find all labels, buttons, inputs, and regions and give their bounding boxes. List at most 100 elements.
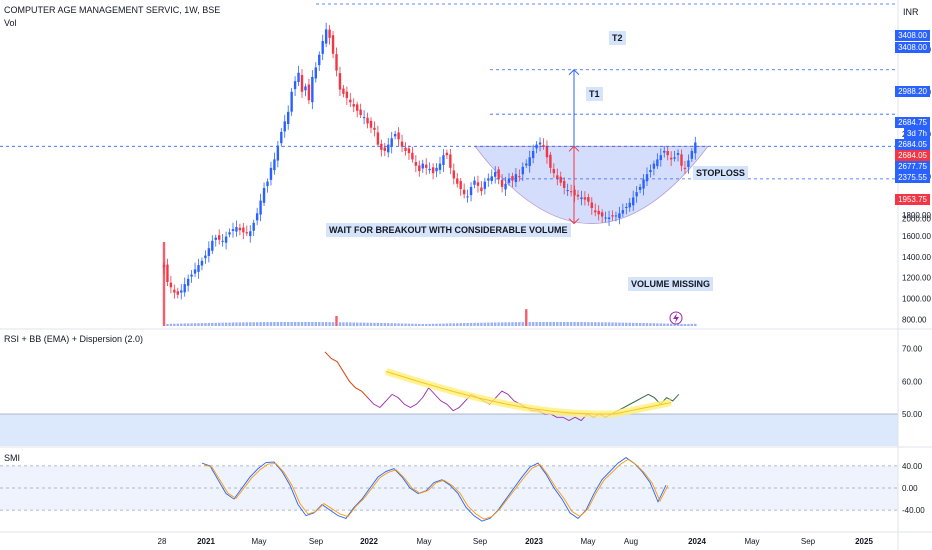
candle-body: [255, 213, 259, 221]
candle-body: [204, 255, 207, 259]
candle-body: [573, 189, 576, 196]
stoploss-label: STOPLOSS: [693, 166, 748, 180]
candle-body: [587, 196, 590, 202]
volume-bar: [362, 322, 366, 326]
candle-body: [580, 197, 583, 200]
volume-bar: [531, 322, 535, 326]
x-tick-label: May: [251, 537, 266, 546]
candle-body: [576, 194, 580, 197]
volume-bar: [590, 322, 593, 326]
candle-body: [680, 154, 683, 166]
candle-body: [328, 29, 331, 38]
volume-bar: [528, 322, 531, 326]
volume-bar: [287, 322, 290, 326]
candle-body: [669, 157, 673, 160]
volume-bar: [214, 322, 217, 326]
y-tick-label: 1000.00: [902, 295, 931, 304]
candle-body: [166, 264, 169, 283]
candle-body: [366, 117, 369, 124]
target-t1-label: T1: [586, 87, 603, 101]
rsi-tick-label: 70.00: [902, 345, 923, 354]
candle-body: [162, 265, 166, 268]
candle-body: [224, 236, 228, 243]
candle-body: [269, 167, 273, 180]
candle-body: [504, 183, 507, 190]
volume-bar: [249, 322, 252, 326]
candle-body: [459, 181, 462, 190]
x-tick-label: 2022: [360, 537, 378, 546]
volume-bar: [414, 323, 418, 326]
candle-body: [514, 174, 518, 183]
y-tick-label: 1400.00: [902, 253, 931, 262]
candle-body: [611, 215, 614, 217]
price-tag: 2684.05: [895, 139, 930, 150]
candle-body: [638, 186, 642, 190]
volume-bar: [480, 322, 483, 326]
volume-bar: [449, 323, 452, 326]
volume-bar: [224, 322, 228, 326]
candle-body: [625, 206, 628, 208]
volume-bar: [621, 322, 625, 326]
candle-body: [342, 88, 345, 94]
volume-bar: [490, 322, 493, 326]
volume-bar: [459, 323, 462, 326]
candle-body: [245, 232, 248, 234]
candle-body: [521, 166, 524, 175]
volume-bar: [628, 322, 631, 326]
price-tag: 2375.55: [895, 172, 930, 183]
volume-bar: [518, 322, 521, 326]
candle-body: [393, 134, 397, 137]
volume-bar: [694, 323, 697, 326]
volume-bar: [338, 322, 342, 326]
volume-bar: [462, 323, 466, 326]
volume-bar: [673, 323, 676, 326]
candle-body: [297, 72, 300, 83]
x-tick-label: May: [580, 537, 595, 546]
volume-bar: [407, 323, 411, 326]
candle-body: [231, 229, 235, 231]
volume-bar: [349, 322, 352, 326]
volume-bar: [569, 322, 573, 326]
volume-bar: [676, 323, 680, 326]
volume-bar: [207, 322, 211, 326]
volume-bar: [566, 322, 569, 326]
x-tick-label: 2023: [525, 537, 543, 546]
candle-body: [431, 167, 435, 174]
volume-bar: [576, 322, 580, 326]
volume-bar: [669, 323, 673, 326]
candle-body: [649, 169, 652, 173]
volume-bar: [204, 323, 207, 326]
x-tick-label: Sep: [473, 537, 488, 546]
candle-body: [666, 150, 669, 156]
countdown-tag: 3d 7h: [903, 128, 930, 139]
volume-bar: [456, 323, 459, 326]
volume-bar: [166, 323, 169, 326]
volume-bar: [642, 323, 645, 326]
volume-bar: [280, 322, 283, 326]
volume-bar: [425, 323, 428, 326]
candle-body: [421, 163, 424, 169]
volume-bar: [290, 322, 293, 326]
volume-bar: [511, 322, 514, 326]
volume-bar: [211, 322, 214, 326]
candle-body: [338, 73, 342, 90]
candle-body: [466, 196, 469, 198]
candle-body: [487, 178, 490, 181]
candle-body: [221, 240, 224, 242]
candle-body: [583, 197, 587, 200]
candle-body: [449, 154, 452, 168]
candle-body: [525, 163, 528, 166]
candle-body: [186, 278, 190, 286]
volume-bar: [556, 322, 559, 326]
candle-body: [407, 148, 411, 154]
candle-body: [494, 172, 497, 177]
volume-bar: [594, 322, 597, 326]
candle-body: [556, 175, 559, 179]
candle-body: [438, 163, 442, 170]
candle-body: [500, 179, 504, 187]
candle-body: [193, 269, 197, 274]
candle-body: [476, 182, 480, 186]
volume-bar: [183, 323, 186, 326]
candle-body: [321, 41, 324, 54]
